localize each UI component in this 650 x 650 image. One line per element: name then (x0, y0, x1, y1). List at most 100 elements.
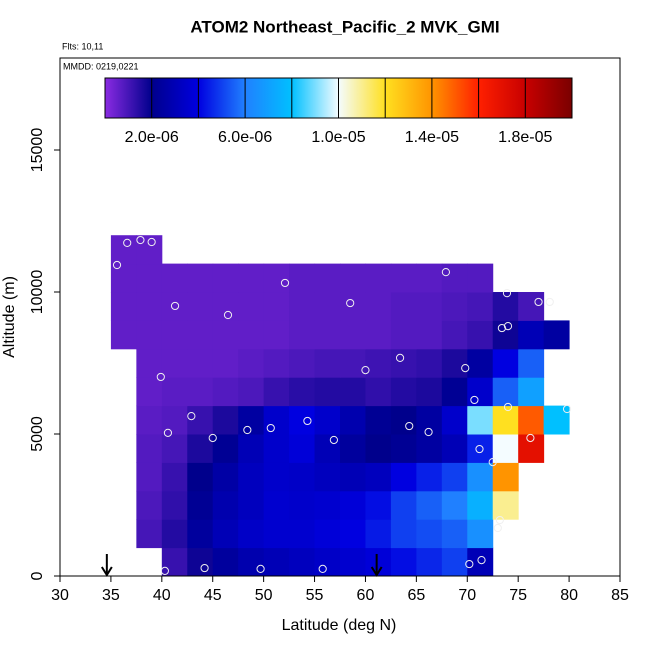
heat-cell (518, 292, 545, 321)
heat-cell (416, 320, 443, 350)
heat-cell (314, 547, 341, 577)
sample-point (405, 421, 414, 431)
heat-cell (467, 348, 494, 378)
x-tick-label: 45 (204, 587, 222, 604)
heat-cell (365, 263, 392, 293)
arrow-head (100, 566, 113, 577)
heat-cell (136, 405, 163, 435)
heat-cell (110, 235, 137, 265)
heat-cell (289, 320, 316, 350)
heat-cell (263, 320, 290, 350)
heat-cell (340, 320, 366, 350)
heat-cell (518, 405, 545, 435)
heat-cell (289, 547, 316, 577)
sample-point (465, 559, 474, 569)
heat-cell (365, 462, 392, 492)
heat-cell (390, 490, 417, 520)
heat-cell (340, 377, 366, 407)
heat-cell (161, 292, 188, 321)
sample-point (461, 364, 470, 373)
heat-cell (518, 377, 545, 407)
sample-point (170, 301, 180, 311)
heat-cell (212, 434, 239, 463)
heat-cell (492, 348, 519, 378)
plot-frame (59, 57, 621, 577)
y-axis-title: Altitude (m) (1, 276, 18, 358)
heat-cell (467, 547, 494, 577)
sample-point (488, 458, 497, 467)
sample-point (329, 435, 338, 445)
heat-cell (467, 292, 494, 321)
heat-cell (314, 263, 341, 293)
heat-cell (314, 462, 341, 492)
heat-cell (289, 519, 316, 549)
heat-cell (161, 320, 188, 350)
heat-cell (340, 434, 366, 463)
heat-cell (161, 434, 188, 463)
heat-cell (238, 462, 265, 492)
heat-cell (467, 462, 494, 492)
dates-note: MMDD: 0219,0221 (63, 61, 139, 71)
sample-point (502, 289, 512, 298)
arrow-head (370, 566, 383, 577)
heat-cell (238, 348, 265, 378)
heat-cell (390, 263, 417, 293)
heat-cell (492, 320, 519, 350)
heat-cell (441, 490, 468, 520)
heat-cell (314, 519, 341, 549)
sample-point (395, 353, 405, 362)
heat-cell (340, 490, 366, 520)
colorbar-tick-label: 1.8e-05 (498, 129, 552, 146)
heat-cell (110, 320, 137, 350)
sample-point (208, 433, 217, 443)
sample-point (497, 323, 506, 333)
heat-cell (187, 348, 214, 378)
sample-point (160, 566, 169, 575)
heat-cell (467, 519, 494, 549)
x-tick-label: 85 (611, 587, 629, 604)
colorbar-tick-label: 6.0e-06 (218, 129, 272, 146)
x-tick-label: 35 (102, 587, 120, 604)
sample-point (112, 260, 122, 270)
heat-cell (441, 377, 468, 407)
heat-cell (263, 377, 290, 407)
heat-cell (263, 348, 290, 378)
heat-cell (314, 434, 341, 463)
heat-cell (365, 405, 392, 435)
heat-cell (136, 263, 163, 293)
heat-cell (467, 320, 494, 350)
heat-cell (187, 547, 214, 577)
y-tick-label: 10000 (29, 270, 46, 315)
heat-cell (187, 462, 214, 492)
heat-cell (390, 292, 417, 321)
heat-cell (543, 405, 570, 435)
heat-cell (136, 320, 163, 350)
sample-point (318, 564, 327, 574)
heat-cell (441, 519, 468, 549)
heat-cell (161, 490, 188, 520)
heat-cell (390, 519, 417, 549)
heat-cell (187, 263, 214, 293)
heat-cell (340, 547, 366, 577)
heat-cell (518, 320, 545, 350)
heat-cell (161, 263, 188, 293)
heat-cell (238, 263, 265, 293)
heat-cell (441, 320, 468, 350)
latitude-arrow (100, 554, 113, 577)
heat-cell (340, 292, 366, 321)
heat-cell (289, 490, 316, 520)
heat-cell (314, 377, 341, 407)
y-tick-label: 15000 (29, 128, 46, 173)
heat-cell (492, 434, 519, 463)
heat-cell (390, 434, 417, 463)
heat-cell (441, 434, 468, 463)
heat-cell (467, 434, 494, 463)
colorbar-tick-label: 2.0e-06 (125, 129, 179, 146)
heat-cell (441, 348, 468, 378)
heat-cell (340, 348, 366, 378)
heat-cell (263, 462, 290, 492)
heat-cell (314, 320, 341, 350)
heat-cell (110, 292, 137, 321)
